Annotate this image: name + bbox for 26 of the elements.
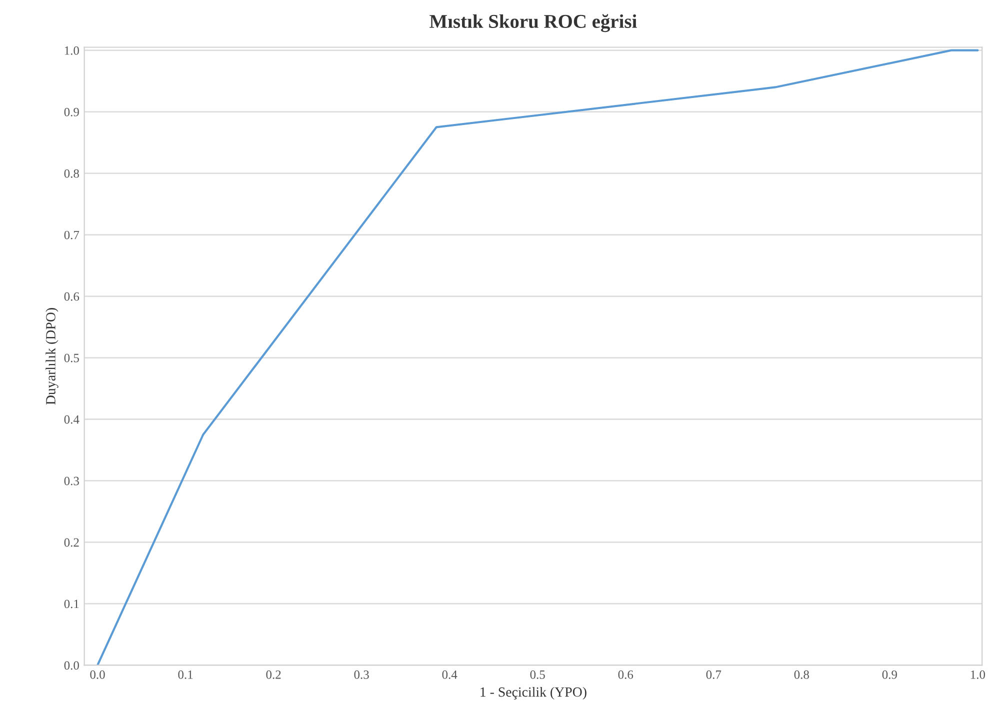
x-tick-label: 0.5: [530, 670, 545, 679]
x-tick-label: 0.7: [706, 670, 722, 679]
y-tick-label: 0.6: [64, 292, 80, 301]
y-axis-title: Duyarlılık (DPO): [46, 308, 58, 405]
y-tick-label: 0.1: [64, 600, 79, 608]
x-tick-label: 0.2: [266, 670, 281, 679]
y-tick-label: 0.8: [64, 169, 79, 178]
chart-title: Mıstık Skoru ROC eğrisi: [430, 14, 637, 32]
y-tick-label: 0.4: [64, 415, 80, 424]
x-tick-label: 0.6: [618, 670, 634, 679]
x-tick-label: 0.3: [354, 670, 369, 679]
x-tick-label: 0.8: [794, 670, 809, 679]
y-tick-label: 0.2: [64, 538, 79, 547]
y-tick-label: 0.0: [64, 661, 79, 670]
y-tick-label: 0.3: [64, 476, 79, 486]
x-tick-label: 0.9: [882, 670, 897, 679]
y-tick-label: 0.5: [64, 354, 79, 362]
x-tick-label: 0.4: [442, 670, 458, 679]
line-series: [96, 49, 979, 666]
y-tick-label: 1.0: [64, 46, 79, 55]
x-tick-label: 0.0: [90, 670, 105, 679]
y-tick-label: 0.7: [64, 230, 80, 240]
x-tick-label: 1.0: [970, 670, 986, 679]
x-tick-label: 0.1: [178, 670, 193, 679]
x-axis-title: 1 - Seçicilik (YPO): [480, 686, 586, 700]
y-tick-label: 0.9: [64, 108, 79, 116]
